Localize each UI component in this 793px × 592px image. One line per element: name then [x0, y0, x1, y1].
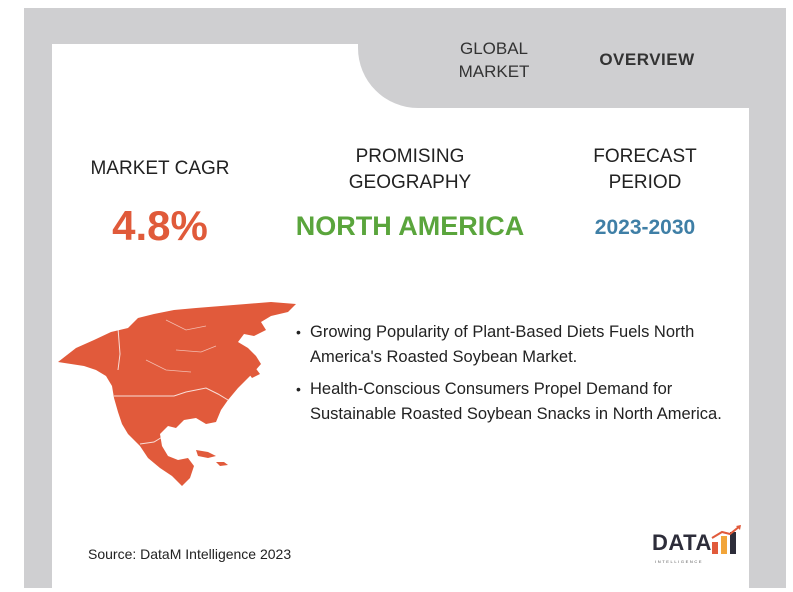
logo-wordmark: DATA — [652, 530, 712, 555]
logo-tagline: INTELLIGENCE — [655, 559, 704, 564]
geography-value: NORTH AMERICA — [295, 211, 525, 241]
forecast-period-label: FORECAST PERIOD — [593, 146, 697, 193]
key-point-item: Health-Conscious Consumers Propel Demand… — [294, 377, 724, 427]
datam-logo: DATA INTELLIGENCE — [652, 522, 744, 568]
north-america-map-icon — [58, 302, 296, 486]
key-points-list: Growing Popularity of Plant-Based Diets … — [294, 320, 724, 434]
bar-chart-logo-icon — [711, 525, 741, 554]
cagr-value: 4.8% — [112, 202, 208, 249]
forecast-period-value: 2023-2030 — [594, 216, 696, 239]
source-note: Source: DataM Intelligence 2023 — [88, 546, 292, 562]
frame-right-strip — [749, 108, 786, 588]
header-tab — [358, 8, 786, 108]
global-market-heading: GLOBAL MARKET — [458, 39, 530, 81]
key-point-item: Growing Popularity of Plant-Based Diets … — [294, 320, 724, 370]
overview-heading: OVERVIEW — [599, 50, 695, 69]
geography-label: PROMISING GEOGRAPHY — [348, 146, 472, 193]
cagr-label: MARKET CAGR — [90, 158, 230, 179]
